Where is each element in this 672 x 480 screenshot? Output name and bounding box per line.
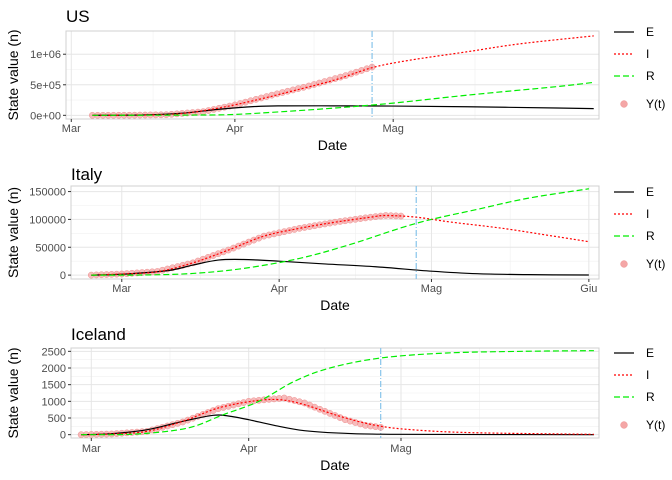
legend-label: R — [646, 69, 655, 83]
x-axis-label: Date — [320, 297, 350, 313]
observed-points — [89, 63, 376, 119]
panel-italy: 0 50000 100000 150000 Mar Apr Mag Giu Italy Date S… — [5, 165, 665, 313]
legend-label: Y(t) — [646, 418, 665, 432]
legend-label: E — [646, 185, 654, 199]
y-tick-label: 1e+06 — [30, 49, 61, 61]
series-line-r — [92, 81, 594, 116]
y-tick-label: 500 — [48, 413, 66, 425]
series-line-e — [91, 258, 589, 276]
panel-title: Iceland — [71, 325, 126, 344]
y-tick-label: 100000 — [29, 214, 66, 226]
y-tick-label: 50000 — [35, 242, 66, 254]
legend: EIR Y(t) — [614, 185, 665, 271]
panel-border — [65, 30, 600, 120]
x-tick-label: Apr — [240, 443, 257, 455]
series-line-r — [81, 350, 594, 436]
legend-label: I — [646, 47, 649, 61]
series-line-r — [91, 188, 589, 276]
legend-label: I — [646, 368, 649, 382]
series-line-e — [81, 414, 594, 436]
x-tick-label: Mar — [62, 123, 81, 135]
legend-key-observed — [620, 100, 628, 108]
y-axis-label: State value (n) — [5, 187, 21, 278]
panel-border — [70, 347, 600, 439]
series-line-e — [92, 105, 594, 116]
y-tick-label: 1000 — [42, 396, 66, 408]
y-axis-label: State value (n) — [5, 29, 21, 120]
legend: EIR Y(t) — [614, 346, 665, 432]
x-axis-label: Date — [318, 137, 348, 153]
panel-title: Italy — [71, 165, 103, 184]
legend-label: E — [646, 346, 654, 360]
y-tick-label: 150000 — [29, 187, 66, 199]
legend-label: Y(t) — [646, 97, 665, 111]
y-tick-label: 1500 — [42, 380, 66, 392]
legend-label: E — [646, 25, 654, 39]
y-tick-label: 2500 — [42, 346, 66, 358]
panel-iceland: 0 500 1000 1500 2000 2500 Mar Apr Mag Iceland Date… — [5, 325, 665, 473]
y-tick-label: 5e+05 — [30, 80, 61, 92]
x-axis-label: Date — [320, 457, 350, 473]
legend-key-observed — [620, 260, 628, 268]
y-tick-label: 2000 — [42, 363, 66, 375]
panel-border — [70, 185, 600, 280]
x-tick-label: Apr — [271, 283, 288, 295]
observed-point — [377, 423, 385, 431]
y-tick-label: 0 — [60, 430, 66, 442]
y-tick-label: 0 — [60, 270, 66, 282]
legend: EIR Y(t) — [614, 25, 665, 111]
legend-label: R — [646, 229, 655, 243]
legend-key-observed — [620, 421, 628, 429]
series-line-i — [81, 398, 594, 436]
x-tick-label: Apr — [226, 123, 243, 135]
legend-label: I — [646, 207, 649, 221]
legend-label: R — [646, 390, 655, 404]
x-tick-label: Giu — [580, 283, 597, 295]
x-tick-label: Mag — [421, 283, 442, 295]
series-line-i — [91, 214, 589, 276]
x-tick-label: Mar — [112, 283, 131, 295]
x-tick-label: Mag — [390, 443, 411, 455]
legend-label: Y(t) — [646, 257, 665, 271]
x-tick-label: Mar — [82, 443, 101, 455]
y-axis-label: State value (n) — [5, 347, 21, 438]
x-tick-label: Mag — [382, 123, 403, 135]
panel-title: US — [66, 7, 90, 26]
y-tick-label: 0e+00 — [30, 110, 61, 122]
panel-us: 0e+00 5e+05 1e+06 Mar Apr Mag US Date State valu… — [5, 7, 665, 153]
